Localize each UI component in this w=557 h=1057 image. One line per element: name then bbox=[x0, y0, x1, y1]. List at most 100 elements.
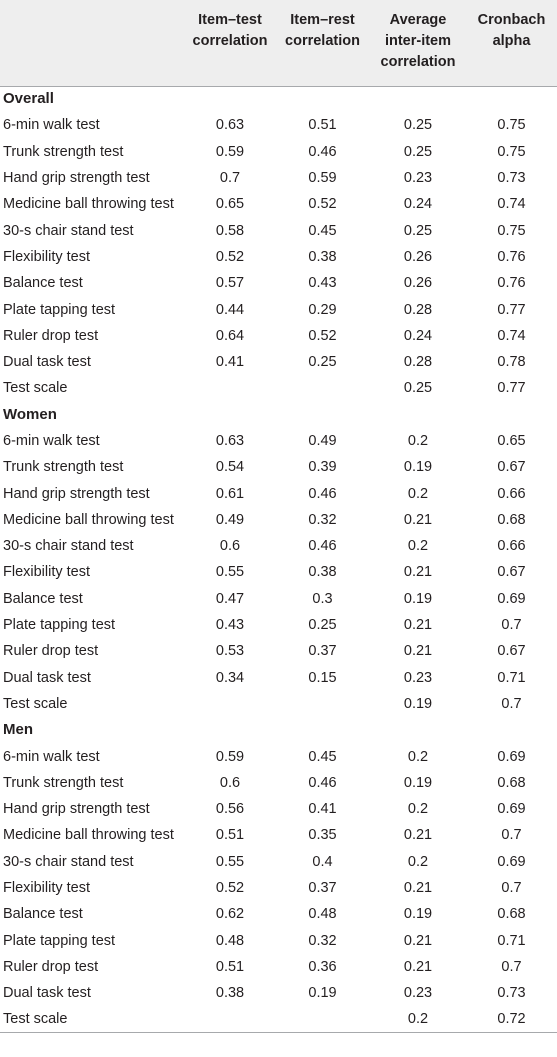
item-test-cell: 0.51 bbox=[215, 958, 245, 975]
row-label: Test scale bbox=[3, 380, 68, 397]
item-rest-cell: 0.37 bbox=[308, 643, 337, 660]
item-rest-cell: 0.19 bbox=[308, 985, 337, 1002]
item-test-cell: 0.6 bbox=[219, 538, 241, 555]
cronbach-alpha-cell: 0.73 bbox=[497, 170, 526, 187]
item-rest-cell: 0.52 bbox=[308, 196, 337, 213]
cronbach-alpha-cell: 0.7 bbox=[501, 827, 522, 844]
avg-inter-item-cell: 0.24 bbox=[403, 327, 433, 344]
table-row: Hand grip strength test 0.56 0.41 0.2 0.69 bbox=[0, 796, 557, 822]
header-row: Item–test correlation Item–rest correlat… bbox=[0, 0, 557, 87]
section-header-row: Men bbox=[0, 717, 557, 743]
item-rest-cell: 0.29 bbox=[308, 301, 337, 318]
header-line: Item–rest bbox=[290, 12, 355, 28]
avg-inter-item-cell: 0.23 bbox=[403, 170, 433, 187]
avg-inter-item-cell: 0.2 bbox=[407, 853, 429, 870]
table-row: Balance test 0.47 0.3 0.19 0.69 bbox=[0, 586, 557, 612]
table-row: Trunk strength test 0.59 0.46 0.25 0.75 bbox=[0, 139, 557, 165]
header-row-label-column bbox=[0, 0, 185, 87]
row-label: Plate tapping test bbox=[3, 301, 116, 318]
row-label: Flexibility test bbox=[3, 564, 91, 581]
avg-inter-item-cell: 0.25 bbox=[403, 143, 433, 160]
item-test-cell: 0.61 bbox=[215, 485, 245, 502]
row-label: Balance test bbox=[3, 906, 83, 923]
cronbach-alpha-cell: 0.71 bbox=[497, 932, 526, 949]
item-rest-cell: 0.49 bbox=[308, 433, 337, 449]
item-rest-cell: 0.35 bbox=[308, 827, 337, 844]
table-row: Medicine ball throwing test 0.49 0.32 0.21 0… bbox=[0, 507, 557, 533]
header-average-inter-item-correlation: Average inter-item correlation bbox=[370, 0, 466, 87]
avg-inter-item-cell: 0.28 bbox=[403, 301, 433, 318]
row-label: 6-min walk test bbox=[3, 117, 100, 134]
section-title: Overall bbox=[3, 90, 54, 108]
row-label: Trunk strength test bbox=[3, 774, 124, 791]
item-rest-cell bbox=[275, 1006, 370, 1034]
row-label: 6-min walk test bbox=[3, 433, 100, 449]
row-label: Plate tapping test bbox=[3, 932, 116, 949]
table-row: Test scale 0.19 0.7 bbox=[0, 691, 557, 717]
item-rest-cell: 0.25 bbox=[308, 617, 337, 634]
item-test-cell: 0.51 bbox=[215, 827, 245, 844]
header-line: Average bbox=[389, 12, 447, 28]
row-label: Test scale bbox=[0, 1006, 185, 1034]
header-line: Cronbach bbox=[477, 12, 546, 28]
item-test-cell: 0.59 bbox=[215, 143, 245, 160]
cronbach-alpha-cell: 0.75 bbox=[497, 143, 526, 160]
avg-inter-item-cell: 0.2 bbox=[407, 433, 429, 449]
cronbach-alpha-cell: 0.66 bbox=[497, 538, 526, 555]
table-row: Flexibility test 0.52 0.37 0.21 0.7 bbox=[0, 875, 557, 901]
item-test-cell: 0.55 bbox=[215, 853, 245, 870]
cronbach-alpha-cell: 0.68 bbox=[497, 906, 526, 923]
row-label: Dual task test bbox=[3, 354, 91, 371]
header-line: inter-item bbox=[384, 33, 452, 49]
avg-inter-item-cell: 0.19 bbox=[403, 774, 433, 791]
row-label: Ruler drop test bbox=[3, 643, 99, 660]
table-row: 6-min walk test 0.63 0.49 0.2 0.65 bbox=[0, 428, 557, 454]
table-row: 6-min walk test 0.63 0.51 0.25 0.75 bbox=[0, 112, 557, 138]
item-rest-cell: 0.46 bbox=[308, 774, 337, 791]
table-row: Plate tapping test 0.44 0.29 0.28 0.77 bbox=[0, 296, 557, 322]
item-test-cell: 0.34 bbox=[215, 669, 245, 686]
row-label: Ruler drop test bbox=[3, 327, 99, 344]
item-test-cell: 0.56 bbox=[215, 801, 245, 818]
cronbach-alpha-cell: 0.67 bbox=[497, 564, 526, 581]
row-label: Trunk strength test bbox=[3, 459, 124, 476]
row-label: Balance test bbox=[3, 275, 83, 292]
cronbach-alpha-cell: 0.69 bbox=[497, 748, 526, 765]
table-row: Medicine ball throwing test 0.65 0.52 0.24 0… bbox=[0, 191, 557, 217]
item-rest-cell: 0.38 bbox=[308, 564, 337, 581]
cronbach-alpha-cell: 0.73 bbox=[497, 985, 526, 1002]
avg-inter-item-cell: 0.21 bbox=[403, 643, 433, 660]
item-rest-cell: 0.3 bbox=[312, 590, 333, 607]
cronbach-alpha-cell: 0.77 bbox=[497, 380, 526, 397]
table-header: Item–test correlation Item–rest correlat… bbox=[0, 0, 557, 87]
item-test-cell: 0.58 bbox=[215, 222, 245, 239]
table-row: 30-s chair stand test 0.55 0.4 0.2 0.69 bbox=[0, 849, 557, 875]
table-row: Medicine ball throwing test 0.51 0.35 0.21 0… bbox=[0, 822, 557, 848]
row-label: Hand grip strength test bbox=[3, 801, 150, 818]
row-label: Dual task test bbox=[3, 669, 91, 686]
avg-inter-item-cell: 0.19 bbox=[403, 906, 433, 923]
item-test-cell: 0.63 bbox=[215, 117, 245, 134]
cronbach-alpha-cell: 0.69 bbox=[497, 853, 526, 870]
cronbach-alpha-cell: 0.74 bbox=[497, 327, 526, 344]
avg-inter-item-cell: 0.23 bbox=[403, 985, 433, 1002]
table-row: Hand grip strength test 0.7 0.59 0.23 0.73 bbox=[0, 165, 557, 191]
item-rest-cell: 0.59 bbox=[308, 170, 337, 187]
reliability-table: Item–test correlation Item–rest correlat… bbox=[0, 0, 557, 1034]
row-label: 6-min walk test bbox=[3, 748, 100, 765]
table-row: Trunk strength test 0.6 0.46 0.19 0.68 bbox=[0, 770, 557, 796]
row-label: Test scale bbox=[3, 695, 68, 712]
item-test-cell: 0.48 bbox=[215, 932, 245, 949]
row-label: Medicine ball throwing test bbox=[3, 511, 174, 528]
avg-inter-item-cell: 0.28 bbox=[403, 354, 433, 371]
row-label: Flexibility test bbox=[3, 880, 91, 897]
table-row: Test scale 0.25 0.77 bbox=[0, 375, 557, 401]
avg-inter-item-cell: 0.21 bbox=[403, 564, 433, 581]
row-label: Hand grip strength test bbox=[3, 170, 150, 187]
cronbach-alpha-cell: 0.77 bbox=[497, 301, 526, 318]
row-label: Flexibility test bbox=[3, 248, 91, 265]
cronbach-alpha-cell: 0.67 bbox=[497, 459, 526, 476]
item-rest-cell: 0.52 bbox=[308, 327, 337, 344]
item-test-cell: 0.47 bbox=[215, 590, 245, 607]
avg-inter-item-cell: 0.2 bbox=[407, 485, 429, 502]
